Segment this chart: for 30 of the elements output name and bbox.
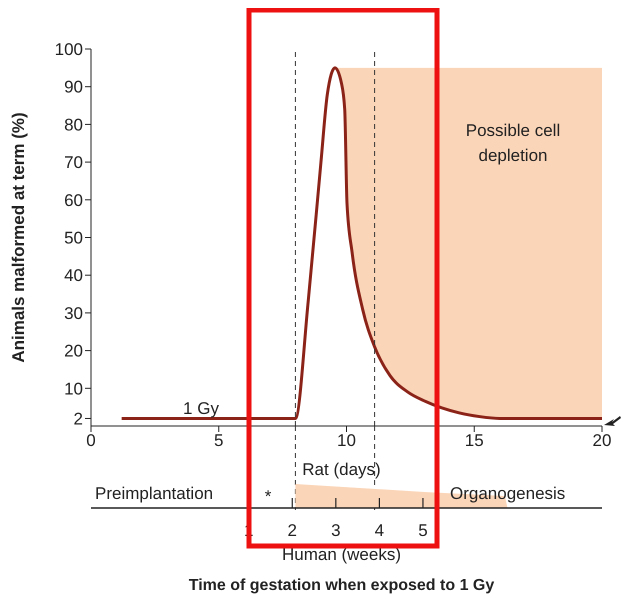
text: Organogenesis xyxy=(450,484,566,503)
x2-tick-label: 5 xyxy=(418,521,428,540)
y-tick-label: 80 xyxy=(64,115,83,134)
text: Preimplantation xyxy=(95,484,214,503)
x-tick-label: 5 xyxy=(214,431,224,450)
y-tick-label: 10 xyxy=(64,379,83,398)
y-tick-label: 50 xyxy=(64,228,83,248)
y-tick-label: 40 xyxy=(64,266,83,286)
x-tick-label: 15 xyxy=(464,431,484,450)
y-tick-label: 70 xyxy=(64,153,83,172)
x2-tick-label: 4 xyxy=(374,521,384,540)
x-axis-title: Rat (days) xyxy=(302,460,381,479)
y-tick-label: 90 xyxy=(64,78,83,97)
annotation: 1 Gy xyxy=(183,399,220,418)
y-tick-label: 30 xyxy=(64,304,83,323)
annotation: Possible cell depletion xyxy=(466,121,560,165)
x-tick-label: 20 xyxy=(592,431,612,450)
x-tick-label: 0 xyxy=(86,431,96,450)
text: Time of gestation when exposed to 1 Gy xyxy=(188,577,494,594)
text: * xyxy=(264,487,272,506)
y-tick-label: 60 xyxy=(64,190,83,210)
y-tick-label: 2 xyxy=(74,409,83,428)
x2-tick-label: 3 xyxy=(331,521,341,540)
y-axis-title: Animals malformed at term (%) xyxy=(9,112,28,363)
x-tick-label: 10 xyxy=(337,431,356,450)
y-tick-label: 20 xyxy=(64,342,83,361)
x2-tick-label: 2 xyxy=(288,521,297,540)
y-tick-label: 100 xyxy=(54,40,83,60)
line-series xyxy=(120,66,602,420)
x2-axis-title: Human (weeks) xyxy=(282,545,402,564)
